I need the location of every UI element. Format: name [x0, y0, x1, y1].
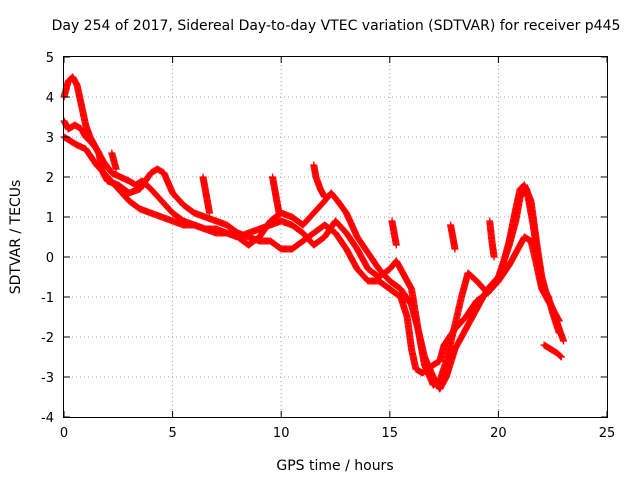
spike-point — [206, 209, 214, 217]
y-tick-label: 2 — [46, 171, 54, 186]
tail-point — [557, 353, 565, 361]
y-tick-label: 3 — [46, 131, 54, 146]
data-point — [555, 329, 563, 337]
y-tick-label: 0 — [46, 251, 54, 266]
x-tick-label: 10 — [273, 426, 290, 441]
y-tick-label: -3 — [41, 371, 54, 386]
x-tick-label: 25 — [599, 426, 616, 441]
y-tick-label: 4 — [46, 91, 54, 106]
plot-frame — [63, 56, 608, 418]
axis-tick-labels: 0 5 10 15 20 25 -4 -3 -2 -1 0 1 2 3 4 5 — [41, 51, 615, 441]
y-tick-label: -4 — [41, 411, 54, 426]
spike-point — [490, 253, 498, 261]
chart-title: Day 254 of 2017, Sidereal Day-to-day VTE… — [52, 18, 621, 34]
tail-point — [557, 352, 565, 360]
y-tick-label: 1 — [46, 211, 54, 226]
x-tick-label: 20 — [490, 426, 507, 441]
y-axis-label: SDTVAR / TECUs — [8, 180, 24, 295]
x-tick-label: 5 — [168, 426, 176, 441]
spike-point — [392, 241, 400, 249]
y-tick-label: -1 — [41, 291, 54, 306]
spike-point — [275, 209, 283, 217]
axis-ticks — [63, 56, 608, 418]
spike-point — [321, 193, 329, 201]
x-axis-label: GPS time / hours — [276, 458, 393, 474]
spike-point — [112, 165, 120, 173]
y-tick-label: -2 — [41, 331, 54, 346]
data-markers — [60, 73, 568, 393]
x-tick-label: 15 — [382, 426, 399, 441]
spike-point — [451, 245, 459, 253]
x-tick-label: 0 — [60, 426, 68, 441]
data-point — [560, 337, 568, 345]
y-tick-label: 5 — [46, 51, 54, 66]
